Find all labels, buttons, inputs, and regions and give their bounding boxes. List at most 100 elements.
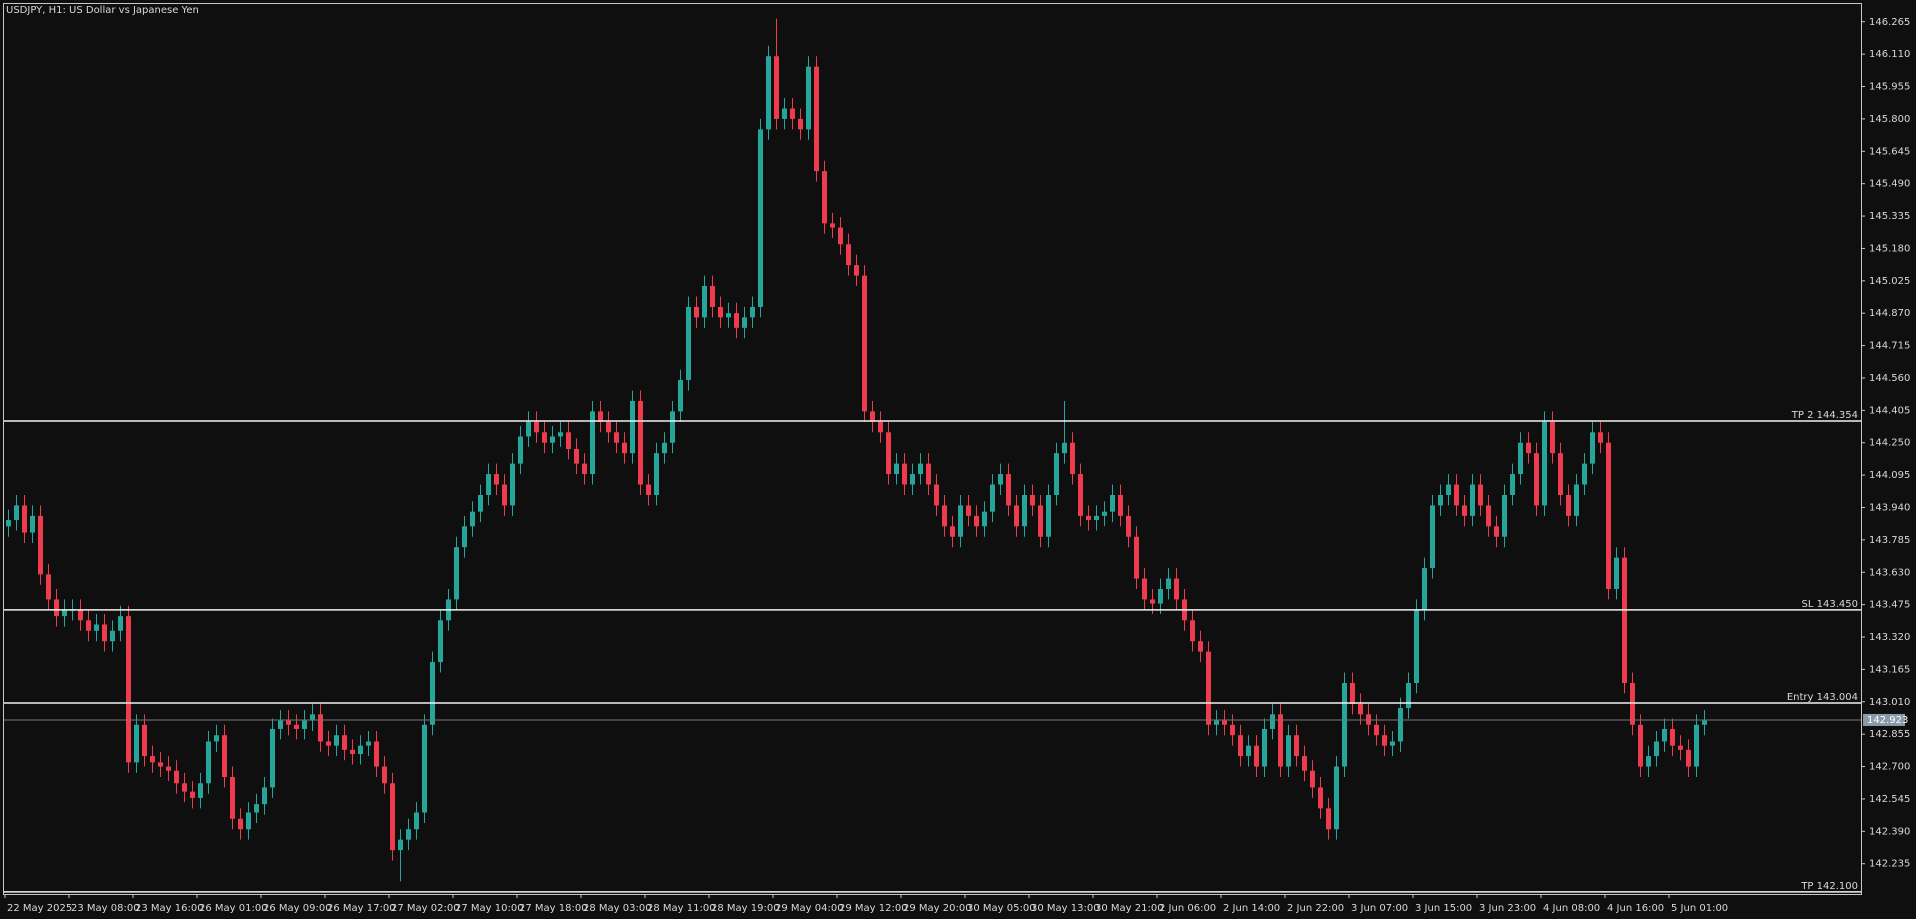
x-tick-label: 2 Jun 14:00 <box>1223 903 1280 914</box>
candle-body <box>902 463 907 485</box>
candle-body <box>62 609 67 617</box>
y-tick-label: 142.855 <box>1869 729 1910 740</box>
candle-body <box>1302 756 1307 771</box>
candle-body <box>1550 421 1555 454</box>
candle-body <box>1070 442 1075 475</box>
y-tick-label: 145.490 <box>1869 179 1910 190</box>
candle-body <box>854 265 859 276</box>
candle-body <box>422 724 427 813</box>
candle-body <box>182 783 187 792</box>
x-tick-label: 28 May 03:00 <box>583 903 652 914</box>
y-tick-label: 143.320 <box>1869 632 1910 643</box>
candle-body <box>1334 766 1339 830</box>
candle-body <box>1614 557 1619 589</box>
y-tick-label: 146.265 <box>1869 17 1910 28</box>
x-tick-label: 27 May 10:00 <box>455 903 524 914</box>
candle-body <box>1038 505 1043 537</box>
candle-body <box>78 609 83 621</box>
x-tick-label: 28 May 19:00 <box>711 903 780 914</box>
x-tick-label: 26 May 09:00 <box>263 903 332 914</box>
y-tick-label: 144.870 <box>1869 308 1910 319</box>
candle-body <box>910 474 915 485</box>
candle-body <box>358 745 363 755</box>
y-tick-label: 145.645 <box>1869 146 1910 157</box>
candle-body <box>974 515 979 527</box>
candle-body <box>286 720 291 725</box>
candle-body <box>414 812 419 830</box>
candle-body <box>662 442 667 454</box>
candle-body <box>254 804 259 813</box>
candle-body <box>494 474 499 485</box>
candle-body <box>1638 724 1643 767</box>
level-label: TP 142.100 <box>1800 881 1858 892</box>
candle-body <box>1566 494 1571 516</box>
candle-body <box>1518 442 1523 475</box>
candle-body <box>22 505 27 533</box>
level-label: SL 143.450 <box>1802 599 1858 610</box>
candle-body <box>1078 474 1083 516</box>
candle-body <box>1166 578 1171 589</box>
candle-body <box>1478 484 1483 506</box>
candle-body <box>758 129 763 307</box>
candle-body <box>1206 651 1211 725</box>
candle-body <box>534 421 539 433</box>
candle-body <box>574 449 579 464</box>
candle-body <box>54 599 59 617</box>
candle-body <box>270 728 275 788</box>
candle-body <box>1126 515 1131 537</box>
candle-body <box>1510 474 1515 495</box>
candle-body <box>822 171 827 224</box>
candle-body <box>366 741 371 746</box>
candle-body <box>790 108 795 119</box>
candle-body <box>1046 494 1051 537</box>
candle-body <box>126 616 131 763</box>
candle-body <box>1150 599 1155 604</box>
candle-body <box>1470 484 1475 516</box>
candle-body <box>478 494 483 512</box>
candle-body <box>190 791 195 798</box>
candle-body <box>174 770 179 784</box>
candle-body <box>1670 728 1675 746</box>
candle-body <box>870 411 875 422</box>
candle-body <box>1110 494 1115 512</box>
chart-title: USDJPY, H1: US Dollar vs Japanese Yen <box>6 5 199 16</box>
candle-body <box>1686 749 1691 767</box>
candle-body <box>334 735 339 746</box>
candle-body <box>30 515 35 533</box>
candle-body <box>1382 735 1387 746</box>
candle-body <box>1694 724 1699 767</box>
candle-body <box>14 505 19 521</box>
candle-body <box>1142 578 1147 600</box>
candle-body <box>1678 745 1683 750</box>
candle-body <box>1342 682 1347 767</box>
candle-body <box>1430 505 1435 569</box>
candle-body <box>678 380 683 412</box>
y-tick-label: 143.165 <box>1869 664 1910 675</box>
y-tick-label: 143.940 <box>1869 502 1910 513</box>
candle-body <box>1390 741 1395 746</box>
x-tick-label: 22 May 2025 <box>7 903 72 914</box>
candle-body <box>1254 745 1259 767</box>
candle-body <box>1222 720 1227 725</box>
candle-body <box>830 223 835 228</box>
candle-body <box>390 783 395 851</box>
candle-body <box>686 306 691 381</box>
candle-body <box>198 783 203 798</box>
candle-body <box>630 400 635 454</box>
candle-body <box>110 630 115 642</box>
candle-body <box>1398 708 1403 742</box>
candle-body <box>1662 728 1667 742</box>
candle-body <box>142 724 147 757</box>
candle-body <box>958 505 963 537</box>
candle-body <box>782 108 787 119</box>
candle-body <box>94 624 99 631</box>
bid-label: 142.923 <box>1867 715 1908 726</box>
candle-body <box>726 313 731 318</box>
candle-body <box>438 620 443 663</box>
candle-body <box>606 421 611 433</box>
candle-body <box>1270 714 1275 729</box>
y-tick-label: 143.475 <box>1869 600 1910 611</box>
candle-body <box>46 574 51 600</box>
x-tick-label: 27 May 02:00 <box>391 903 460 914</box>
candle-body <box>382 766 387 784</box>
